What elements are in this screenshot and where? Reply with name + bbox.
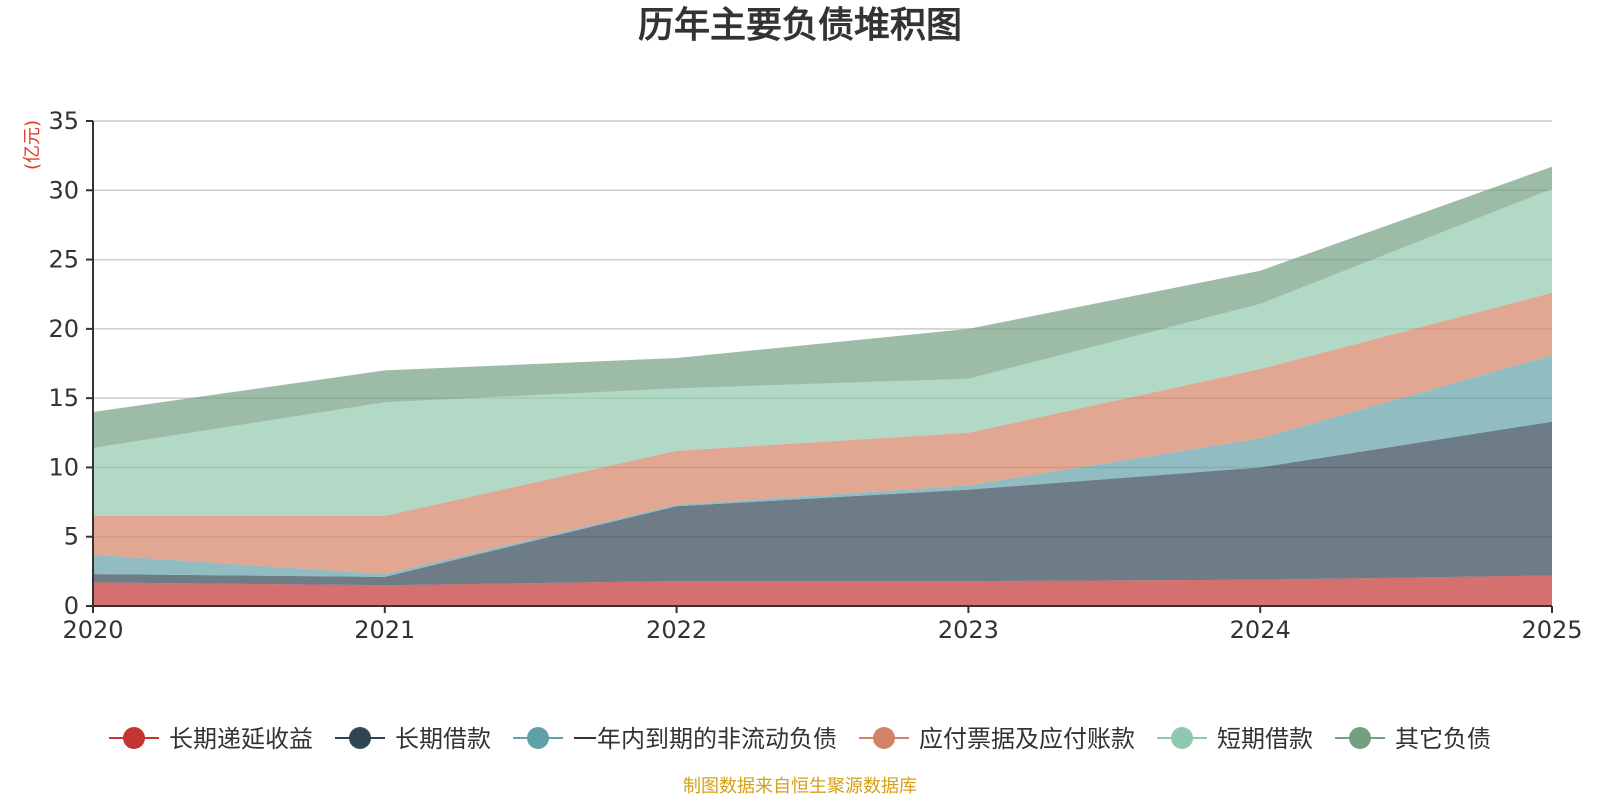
area-series (93, 166, 1552, 607)
legend-item-4[interactable]: 短期借款 (1157, 725, 1313, 753)
legend-label: 其它负债 (1395, 725, 1491, 753)
x-tick-label-2020: 2020 (62, 616, 123, 644)
legend-item-0[interactable]: 长期递延收益 (109, 725, 313, 753)
legend-item-3[interactable]: 应付票据及应付账款 (859, 725, 1135, 753)
y-tick-label-0: 0 (64, 592, 79, 620)
x-tick-label-2021: 2021 (354, 616, 415, 644)
legend-item-2[interactable]: 一年内到期的非流动负债 (513, 725, 837, 753)
x-tick-label-2025: 2025 (1521, 616, 1582, 644)
y-tick-label-15: 15 (48, 384, 79, 412)
y-tick-label-30: 30 (48, 176, 79, 204)
area-series-2[interactable] (93, 355, 1552, 577)
legend-item-1[interactable]: 长期借款 (335, 725, 491, 753)
area-series-1[interactable] (93, 421, 1552, 586)
y-axis-unit-label: (亿元) (22, 120, 43, 170)
legend-marker-icon (1171, 727, 1193, 749)
legend-marker-icon (527, 727, 549, 749)
legend-marker-icon (349, 727, 371, 749)
legend-marker-icon (873, 727, 895, 749)
area-series-5[interactable] (93, 166, 1552, 448)
y-tick-label-5: 5 (64, 523, 79, 551)
legend[interactable]: 长期递延收益 长期借款 一年内到期的非流动负债 应付票据及应付账款 短期借款 其它负债 (109, 725, 1491, 753)
area-series-0[interactable] (93, 575, 1552, 607)
legend-label: 短期借款 (1217, 725, 1313, 753)
source-note: 制图数据来自恒生聚源数据库 (683, 776, 917, 797)
legend-label: 长期递延收益 (169, 725, 313, 753)
area-series-4[interactable] (93, 188, 1552, 516)
legend-marker-icon (1349, 727, 1371, 749)
y-tick-label-20: 20 (48, 315, 79, 343)
legend-label: 一年内到期的非流动负债 (573, 725, 837, 753)
legend-label: 应付票据及应付账款 (919, 725, 1135, 753)
legend-label: 长期借款 (395, 725, 491, 753)
chart-title: 历年主要负债堆积图 (638, 5, 962, 46)
legend-item-5[interactable]: 其它负债 (1335, 725, 1491, 753)
y-tick-label-25: 25 (48, 246, 79, 274)
x-tick-label-2024: 2024 (1230, 616, 1291, 644)
area-series-3[interactable] (93, 292, 1552, 575)
x-tick-label-2022: 2022 (646, 616, 707, 644)
y-tick-label-35: 35 (48, 107, 79, 135)
y-tick-label-10: 10 (48, 453, 79, 481)
x-tick-label-2023: 2023 (938, 616, 999, 644)
legend-marker-icon (123, 727, 145, 749)
